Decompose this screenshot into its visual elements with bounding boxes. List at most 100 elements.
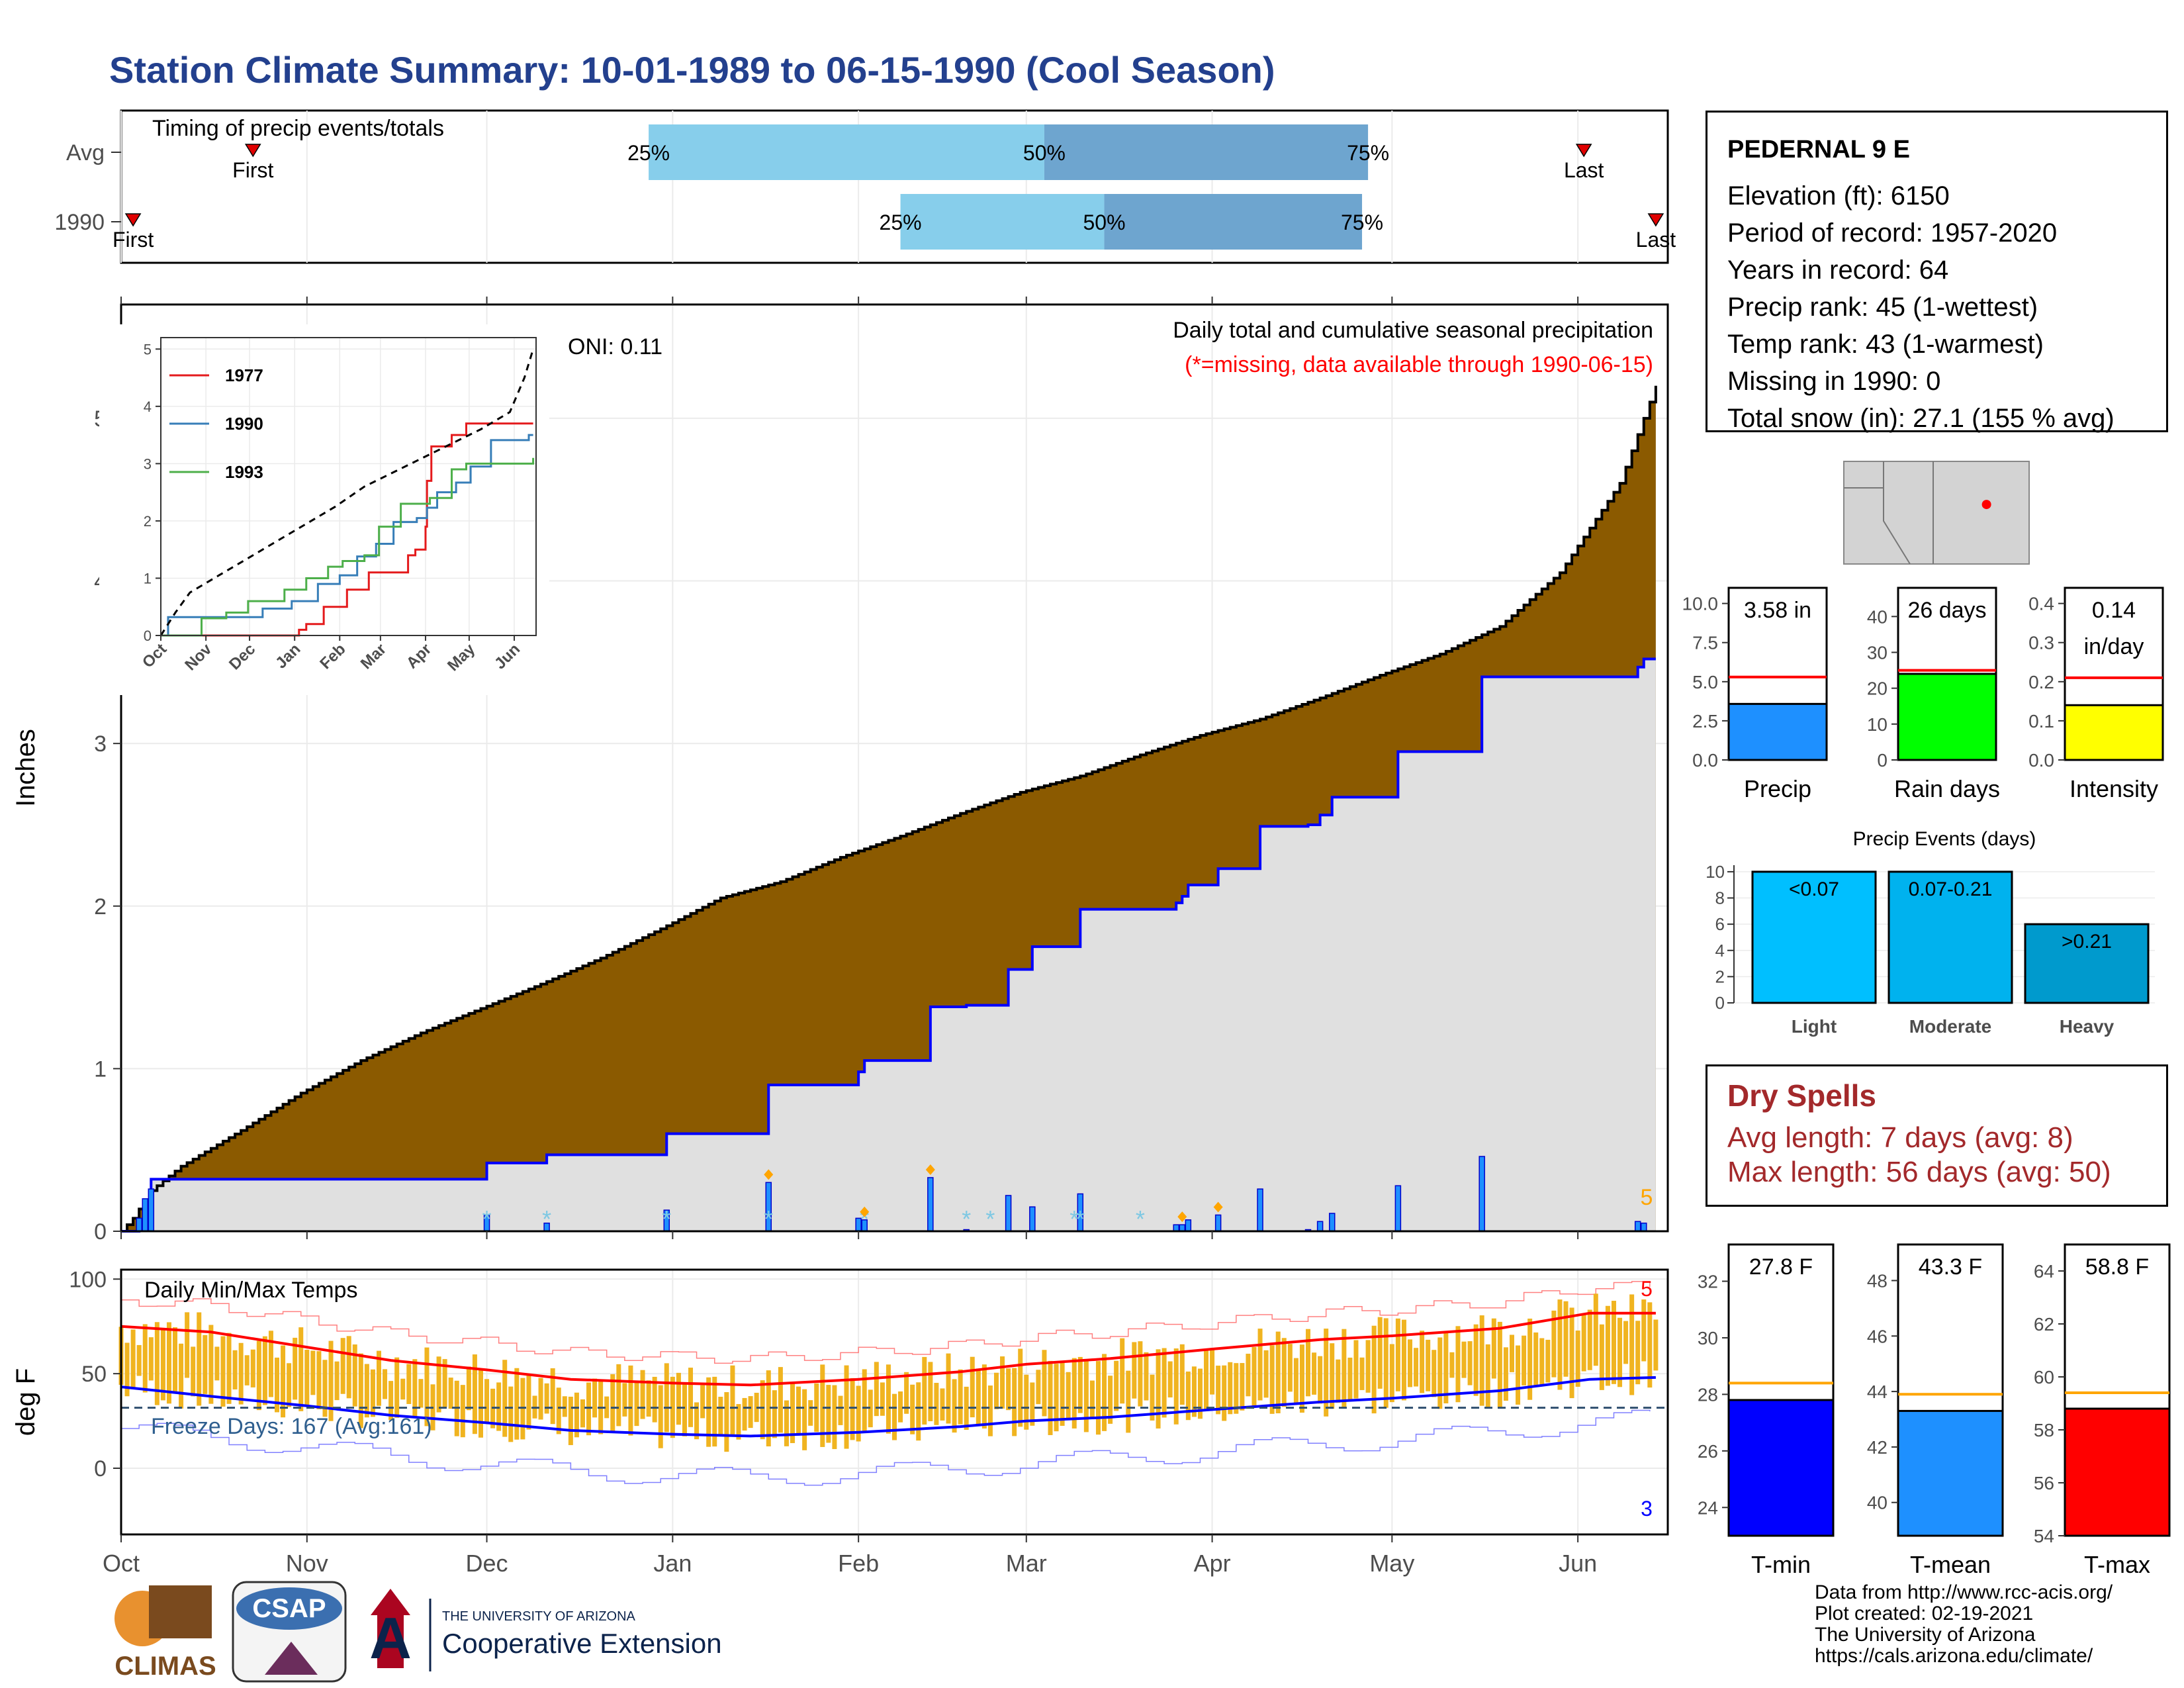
daily-temp-bar [526, 1375, 531, 1430]
daily-temp-bar [1108, 1376, 1113, 1424]
snow-marker: * [1136, 1205, 1145, 1233]
daily-temp-bar [1629, 1294, 1635, 1395]
daily-temp-bar [293, 1337, 298, 1400]
footer-line-created: Plot created: 02-19-2021 [1815, 1603, 2034, 1624]
logos: CLIMAS CSAP A THE UNIVERSITY OF ARIZONA Coop… [114, 1581, 722, 1683]
summary-bar-tick-label: 62 [2034, 1314, 2054, 1335]
summary-bar-text: 43.3 F [1919, 1254, 1982, 1280]
daily-temp-bar [244, 1355, 250, 1385]
summary-bar-tick-label: 30 [1698, 1328, 1718, 1348]
summary-bar-text2: in/day [2084, 634, 2144, 659]
daily-temp-bar [544, 1383, 549, 1414]
daily-temp-bar [1287, 1344, 1293, 1392]
daily-temp-bar [496, 1382, 502, 1431]
daily-temp-bar [1222, 1365, 1227, 1421]
timing-row-1990: 1990 25% 50% 75% First Last [54, 194, 1676, 252]
daily-temp-bar [1395, 1318, 1400, 1391]
daily-temp-bar [1269, 1345, 1275, 1414]
observed-cumulative-area [121, 659, 1656, 1231]
daily-temp-bar [1539, 1338, 1545, 1386]
daily-temp-bar [364, 1364, 369, 1418]
daily-temp-bar [856, 1385, 861, 1442]
daily-temp-bar [1138, 1341, 1143, 1407]
temp-bottom-count: 3 [1641, 1497, 1653, 1521]
daily-temp-bar [203, 1335, 208, 1394]
daily-temp-bar [808, 1400, 813, 1426]
daily-temp-bar [652, 1376, 657, 1423]
daily-temp-bar [197, 1312, 202, 1406]
summary-bar-tick-label: 0.0 [1692, 750, 1718, 771]
daily-temp-bar [718, 1397, 723, 1434]
daily-temp-bar [160, 1329, 165, 1401]
daily-temp-bar [1077, 1356, 1083, 1413]
daily-temp-bar [262, 1336, 267, 1405]
summary-bar-tick-label: 60 [2034, 1367, 2054, 1387]
climas-logo-block [149, 1585, 212, 1638]
daily-temp-bar [1018, 1348, 1023, 1427]
dry-spells-panel: Dry Spells Avg length: 7 days (avg: 8) M… [1706, 1064, 2168, 1207]
daily-precip-bar [1185, 1219, 1192, 1232]
summary-bar-text: 58.8 F [2085, 1254, 2149, 1280]
temp-y-tick-label: 0 [94, 1456, 107, 1481]
inset-legend-label: 1977 [225, 365, 263, 385]
summary-bar-value [1897, 1409, 2004, 1537]
daily-temp-bar [958, 1369, 963, 1425]
daily-temp-bar [766, 1370, 771, 1447]
timing-p50-label: 50% [1083, 211, 1126, 234]
daily-temp-bar [910, 1384, 915, 1434]
summary-bar-tick-label: 0 [1877, 750, 1888, 771]
precip-annotation-missing: (*=missing, data available through 1990-… [1185, 352, 1653, 377]
daily-temp-bar [1473, 1324, 1479, 1396]
daily-temp-bar [124, 1342, 130, 1397]
summary-bar-value [1727, 702, 1828, 761]
daily-precip-bar [927, 1177, 934, 1232]
precip-frame [120, 303, 1669, 1233]
events-tick-label: 0 [1715, 993, 1725, 1013]
daily-temp-bar [466, 1366, 471, 1411]
precip-corner-count: 5 [1641, 1185, 1653, 1210]
daily-temp-bar [838, 1395, 843, 1425]
daily-temp-bar [862, 1369, 867, 1432]
daily-temp-bar [568, 1396, 573, 1446]
daily-temp-bar [940, 1388, 945, 1421]
inset-y-tick-label: 4 [144, 399, 152, 415]
normal-min-line [120, 1376, 1656, 1438]
timing-p25-label: 25% [627, 141, 670, 165]
precip-y-axis-label: Inches [11, 729, 40, 807]
heavy-event-marker [860, 1206, 870, 1217]
daily-temp-bar [1623, 1321, 1629, 1364]
events-bar-label: Heavy [2060, 1016, 2115, 1037]
daily-temp-bar [1144, 1352, 1149, 1401]
daily-temp-bar [682, 1383, 687, 1436]
summary-bar-tick-label: 7.5 [1692, 633, 1718, 653]
daily-temp-bar [1497, 1321, 1502, 1408]
snow-marker: * [662, 1205, 671, 1233]
daily-temp-bar [1173, 1348, 1179, 1425]
daily-temp-bar [514, 1368, 520, 1440]
map-borders [1844, 461, 1934, 565]
events-bar-moderate [1888, 870, 2013, 1004]
daily-temp-bar [1449, 1352, 1455, 1378]
precip-annotation-title: Daily total and cumulative seasonal prec… [1173, 318, 1653, 343]
daily-temp-bar [1371, 1325, 1377, 1414]
daily-temp-bar [1342, 1329, 1347, 1407]
daily-temp-bar [802, 1389, 807, 1450]
summary-bar-t-max: 54 56 58 60 62 64 58.8 F T-max [2034, 1243, 2171, 1578]
daily-temp-bar [508, 1386, 514, 1442]
daily-temp-bar [796, 1386, 801, 1434]
events-tick-label: 2 [1715, 966, 1725, 986]
daily-temp-bar [1126, 1370, 1131, 1433]
daily-temp-bar [287, 1363, 292, 1407]
daily-temp-bar [1185, 1371, 1191, 1421]
daily-temp-bar [1414, 1348, 1419, 1387]
daily-temp-bar [886, 1364, 891, 1434]
daily-temp-bar [580, 1399, 585, 1428]
timing-p50-label: 50% [1023, 141, 1066, 165]
timing-row-avg: Avg 25% 50% 75% First Last [66, 124, 1604, 182]
daily-temp-bar [358, 1353, 363, 1429]
daily-temp-bar [1426, 1339, 1431, 1391]
precip-y-tick-label: 3 [94, 731, 107, 757]
timing-first-marker [244, 144, 261, 158]
daily-temp-bar [1437, 1337, 1443, 1409]
daily-temp-bar [142, 1324, 148, 1393]
